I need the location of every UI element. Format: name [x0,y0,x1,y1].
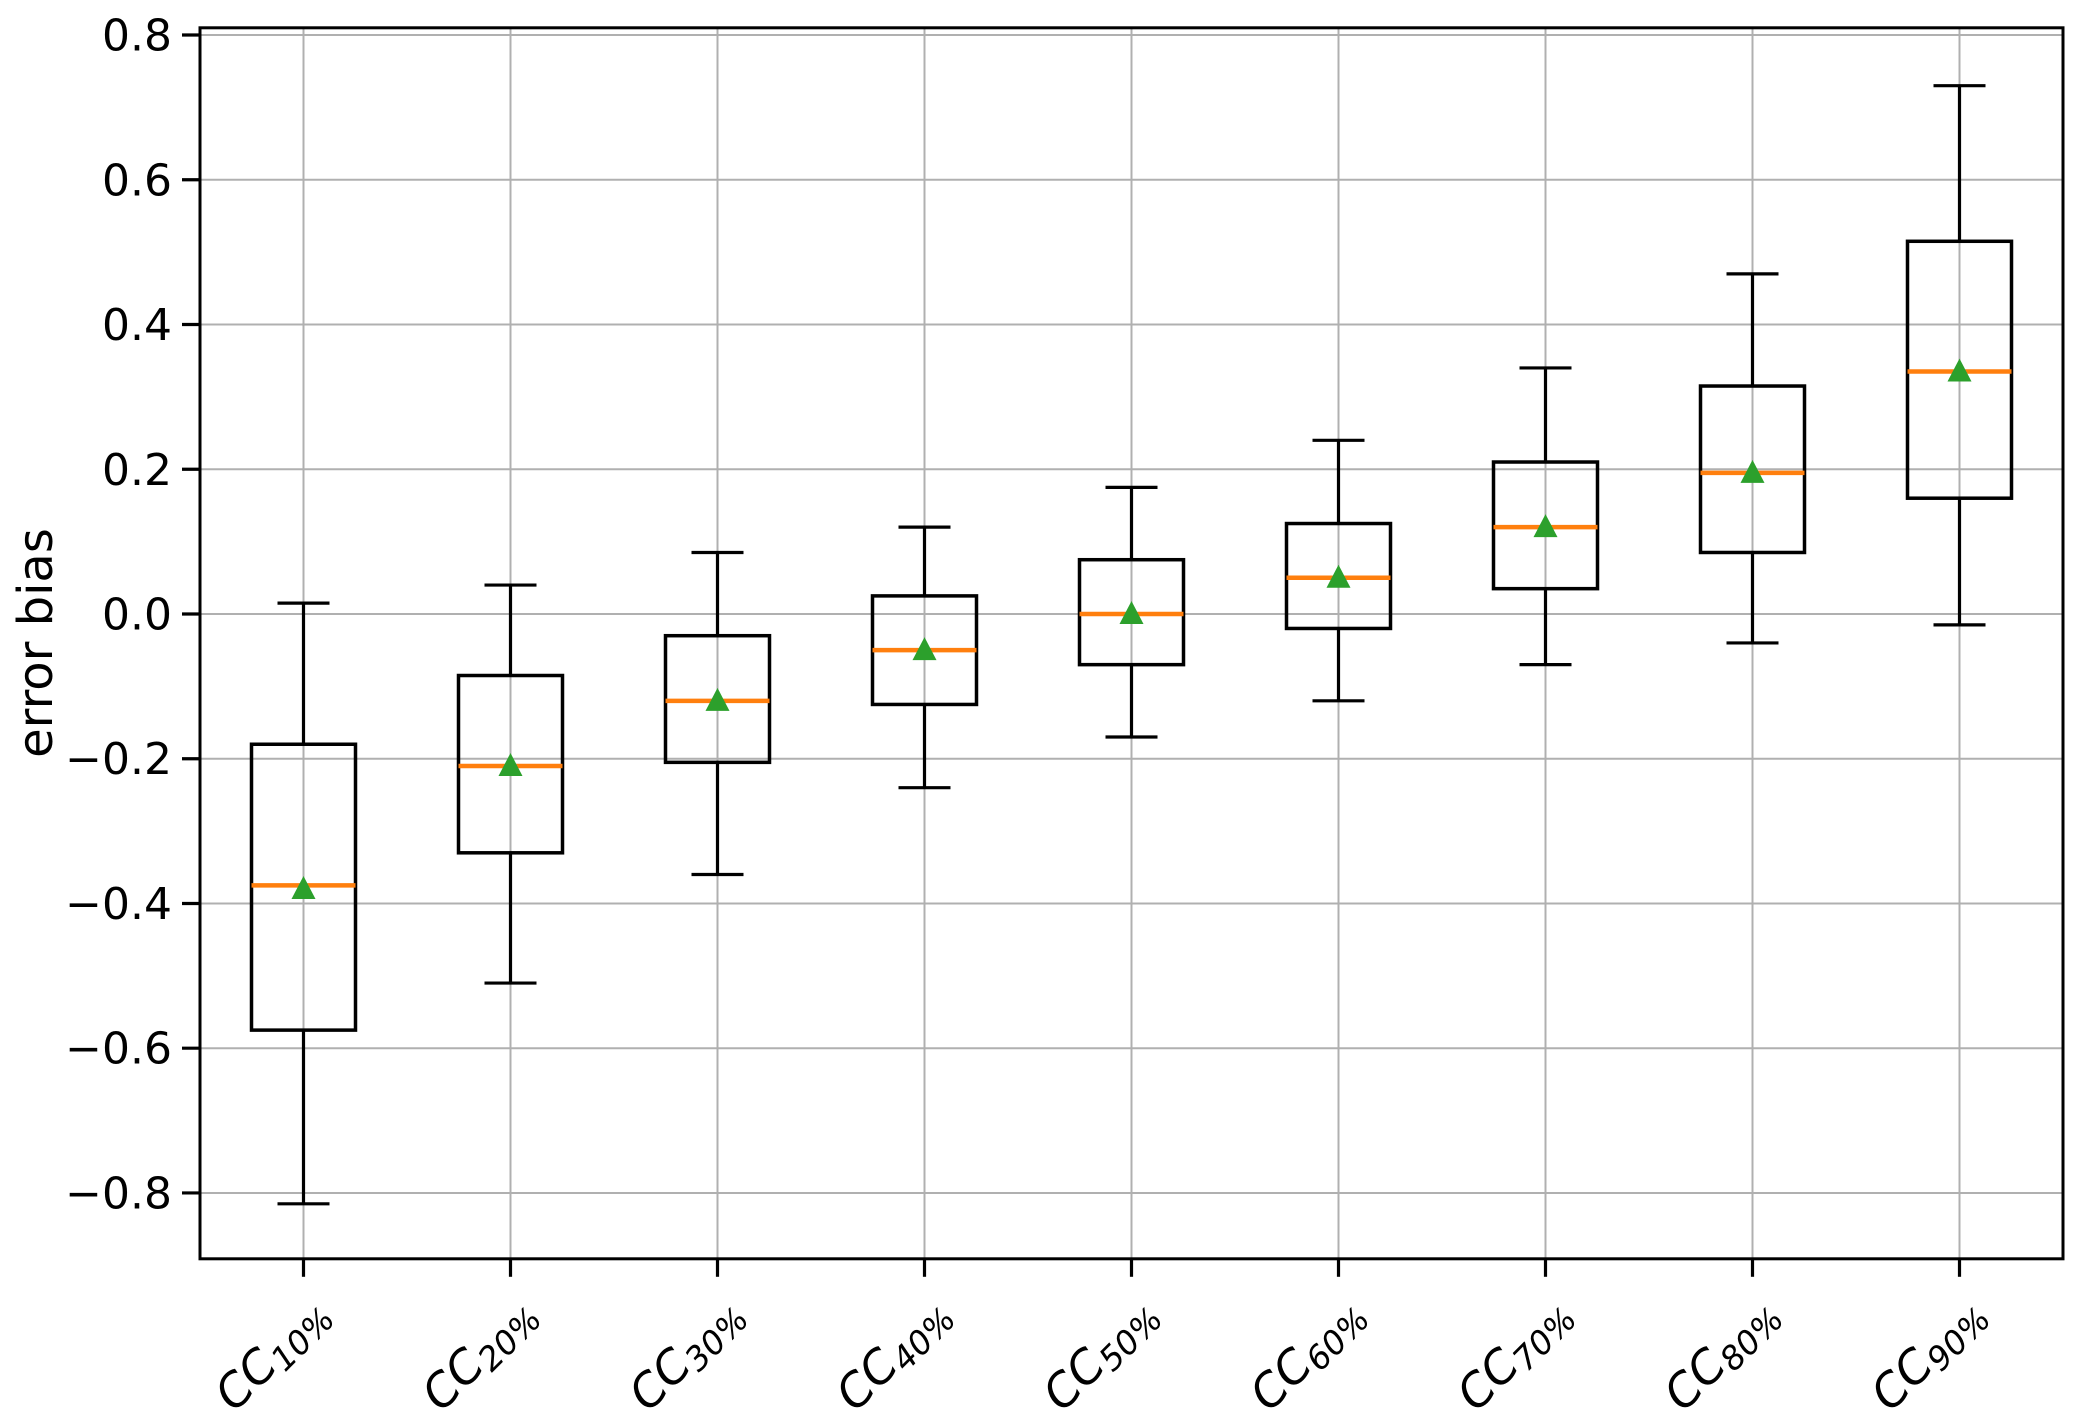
y-tick-label: 0.0 [102,589,172,640]
box-group [1077,485,1186,739]
mean-marker [1947,358,1972,382]
mean-marker [1740,459,1765,483]
y-tick-label: −0.4 [65,879,172,930]
y-tick-label: −0.2 [65,734,172,785]
mean-marker [498,752,523,776]
box-layer [249,84,2014,1206]
box-rect [1698,384,1807,555]
y-tick-label: 0.2 [102,445,172,496]
y-tick-label: −0.6 [65,1024,172,1075]
box-group [1698,272,1807,645]
y-tick-label: −0.8 [65,1168,172,1219]
y-tick-label: 0.4 [102,300,172,351]
box-group [1284,438,1393,703]
mean-marker [291,875,316,899]
y-tick-label: 0.6 [102,155,172,206]
mean-marker [1326,564,1351,588]
y-tick-label: 0.8 [102,11,172,62]
box-group [249,601,358,1206]
box-group [1491,366,1600,667]
mean-marker [912,637,937,661]
box-group [663,550,772,877]
box-group [456,583,565,985]
y-axis-label: error bias [8,528,64,758]
mean-marker [1119,600,1144,624]
box-group [870,525,979,790]
mean-marker [705,687,730,711]
mean-marker [1533,514,1558,538]
box-group [1905,84,2014,627]
